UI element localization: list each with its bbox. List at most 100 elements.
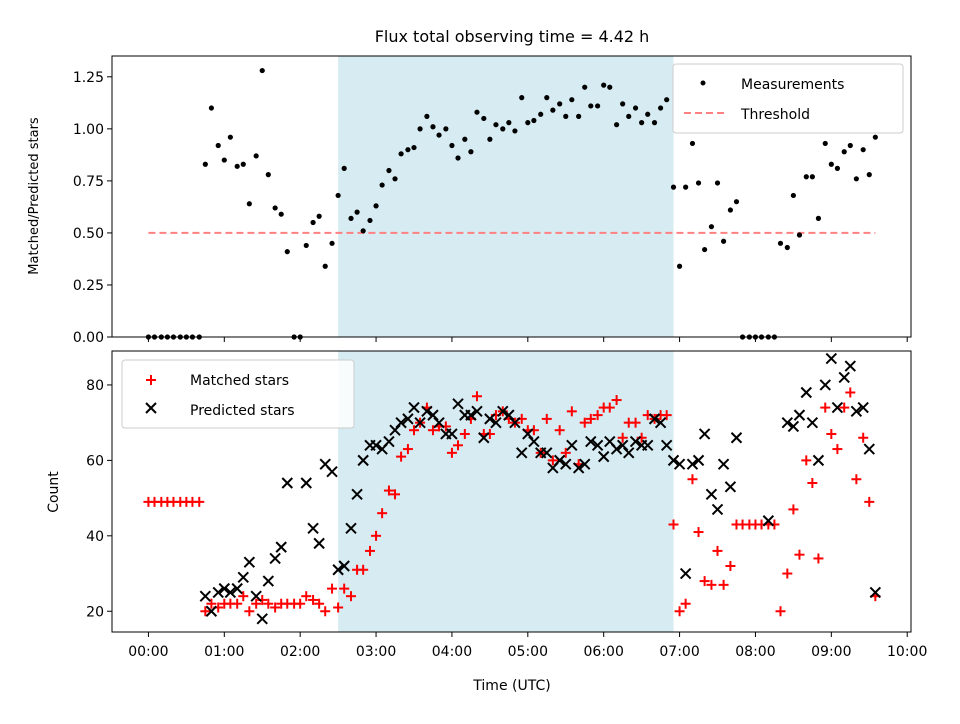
x-tick-label: 06:00 [584, 644, 624, 660]
predicted-star-point [345, 522, 357, 534]
predicted-star-point [553, 454, 566, 467]
bottom-legend-box [121, 359, 355, 429]
measurement-point [493, 122, 499, 128]
measurement-point [733, 199, 740, 205]
measurement-point [790, 192, 796, 199]
matched-star-point [200, 606, 211, 617]
measurement-point [246, 201, 252, 207]
measurement-point [815, 215, 822, 221]
predicted-star-point [692, 454, 705, 467]
predicted-star-point [667, 454, 680, 467]
predicted-star-point [838, 371, 850, 384]
matched-star-point [617, 432, 628, 443]
measurement-point [563, 113, 569, 119]
x-tick-label: 10:00 [887, 644, 927, 660]
predicted-star-point [497, 405, 509, 418]
measurement-point [784, 244, 790, 251]
measurement-point [234, 163, 240, 169]
matched-star-point [446, 447, 457, 458]
predicted-star-point [465, 409, 477, 421]
measurement-point [468, 149, 474, 155]
matched-star-point [674, 606, 685, 617]
measurement-point [316, 213, 322, 219]
measurement-point [613, 122, 620, 128]
predicted-star-point [660, 439, 673, 452]
measurement-points [145, 67, 878, 340]
measurement-point [360, 228, 366, 234]
matched-star-point [471, 391, 482, 402]
matched-star-point [794, 549, 805, 560]
top-y-axis-label: Matched/Predicted stars [27, 117, 42, 275]
measurement-point [607, 84, 613, 90]
measurement-point [417, 126, 423, 132]
predicted-star-point [516, 447, 528, 459]
top-y-tick-label: 0.25 [73, 278, 104, 294]
predicted-star-point [370, 439, 382, 452]
matched-star-point [699, 576, 710, 587]
predicted-star-point [541, 447, 553, 459]
predicted-star-point [357, 454, 369, 467]
matched-star-point [346, 591, 357, 602]
bottom-y-tick-label: 20 [86, 604, 104, 620]
measurement-point [557, 101, 563, 107]
top-y-tick-label: 0.75 [73, 174, 104, 190]
matched-star-point [295, 598, 306, 609]
top-axes-frame [111, 55, 912, 338]
measurement-point [512, 128, 518, 134]
x-tick-label: 09:00 [811, 644, 851, 660]
matched-star-point [560, 447, 571, 458]
matched-star-point [402, 444, 413, 455]
predicted-star-point [503, 409, 515, 421]
measurement-point [828, 161, 834, 167]
predicted-star-point [623, 447, 635, 459]
matched-star-point [801, 455, 812, 466]
x-tick-label: 02:00 [280, 644, 320, 660]
predicted-star-point [591, 439, 604, 452]
measurement-point [379, 182, 385, 188]
predicted-star-point [199, 590, 212, 602]
predicted-star-point [300, 477, 312, 489]
predicted-star-point [490, 416, 502, 429]
measurement-point [847, 142, 853, 149]
predicted-star-point [629, 435, 642, 448]
measurement-point [253, 153, 259, 159]
measurement-point [841, 149, 847, 155]
measurement-point [348, 215, 354, 221]
predicted-star-point [414, 416, 426, 429]
predicted-star-point [679, 567, 692, 580]
x-tick-label: 04:00 [432, 644, 472, 660]
measurement-point [664, 97, 670, 103]
matched-star-point [851, 474, 862, 485]
x-tick-label: 08:00 [735, 644, 775, 660]
measurement-point [531, 117, 537, 124]
matched-star-point [604, 402, 615, 413]
measurement-point [588, 103, 594, 109]
legend-matched-label: Matched stars [190, 373, 289, 389]
predicted-star-point [231, 582, 243, 595]
measurement-point [595, 103, 601, 109]
matched-star-point [314, 598, 325, 609]
measurement-point [822, 140, 828, 147]
measurement-point [303, 242, 309, 249]
matched-star-point [839, 402, 850, 413]
measurement-point [866, 172, 872, 178]
matched-star-point [194, 496, 205, 507]
predicted-star-point [205, 605, 218, 617]
predicted-star-point [351, 488, 363, 501]
predicted-star-point [686, 458, 699, 470]
measurement-point [796, 232, 803, 238]
measurement-point [284, 249, 290, 255]
bottom-legend: Matched stars Predicted stars [121, 359, 355, 429]
matched-star-point [687, 474, 698, 485]
matched-star-point [270, 602, 281, 613]
matched-star-point [358, 564, 369, 575]
predicted-star-point [566, 439, 578, 452]
bottom-y-tick-label: 60 [86, 453, 104, 469]
matched-star-point [339, 583, 350, 594]
x-axis-label: Time (UTC) [472, 678, 550, 694]
measurement-point [367, 217, 373, 224]
top-legend-box [672, 63, 904, 134]
measurement-point [240, 161, 246, 167]
predicted-star-point [389, 424, 401, 436]
measurement-point [411, 144, 417, 151]
